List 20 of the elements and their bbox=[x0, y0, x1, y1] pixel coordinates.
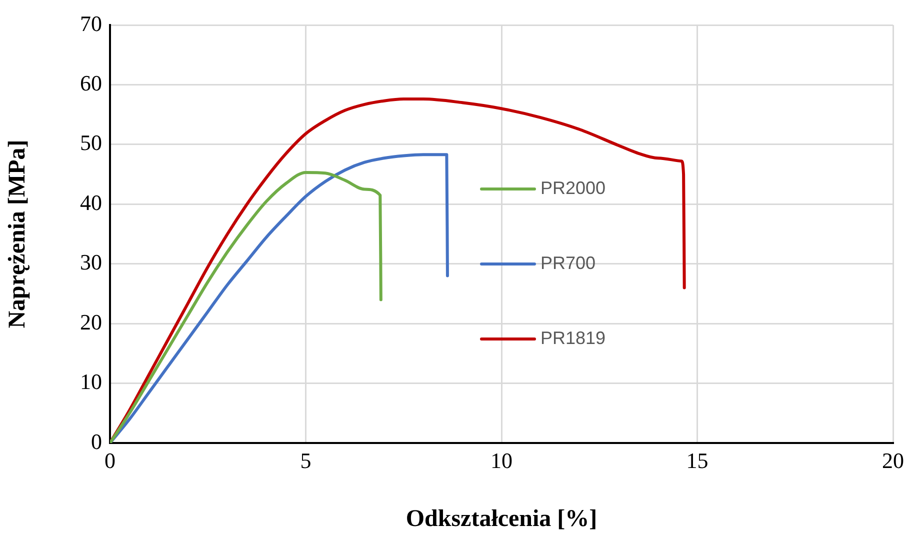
y-tick-label: 40 bbox=[80, 190, 102, 215]
line-series bbox=[110, 98, 686, 443]
y-axis-title: Naprężenia [MPa] bbox=[4, 140, 31, 328]
line-series bbox=[110, 153, 449, 443]
x-axis-title: Odkształcenia [%] bbox=[406, 506, 598, 532]
y-tick-label: 30 bbox=[80, 250, 102, 275]
line-series bbox=[110, 170, 382, 443]
legend-label: PR1819 bbox=[540, 328, 606, 348]
x-tick-label: 10 bbox=[490, 448, 512, 473]
y-tick-label: 10 bbox=[80, 369, 102, 394]
x-tick-label: 5 bbox=[300, 448, 312, 473]
y-tick-label: 50 bbox=[80, 130, 102, 156]
y-tick-label: 70 bbox=[80, 10, 102, 36]
legend-label: PR2000 bbox=[540, 178, 606, 198]
y-tick-label: 20 bbox=[80, 309, 102, 334]
y-tick-label: 0 bbox=[91, 428, 102, 454]
legend-label: PR700 bbox=[540, 252, 596, 273]
y-tick-label: 60 bbox=[80, 70, 102, 96]
x-tick-label: 20 bbox=[882, 448, 904, 473]
x-tick-label: 15 bbox=[686, 448, 708, 473]
